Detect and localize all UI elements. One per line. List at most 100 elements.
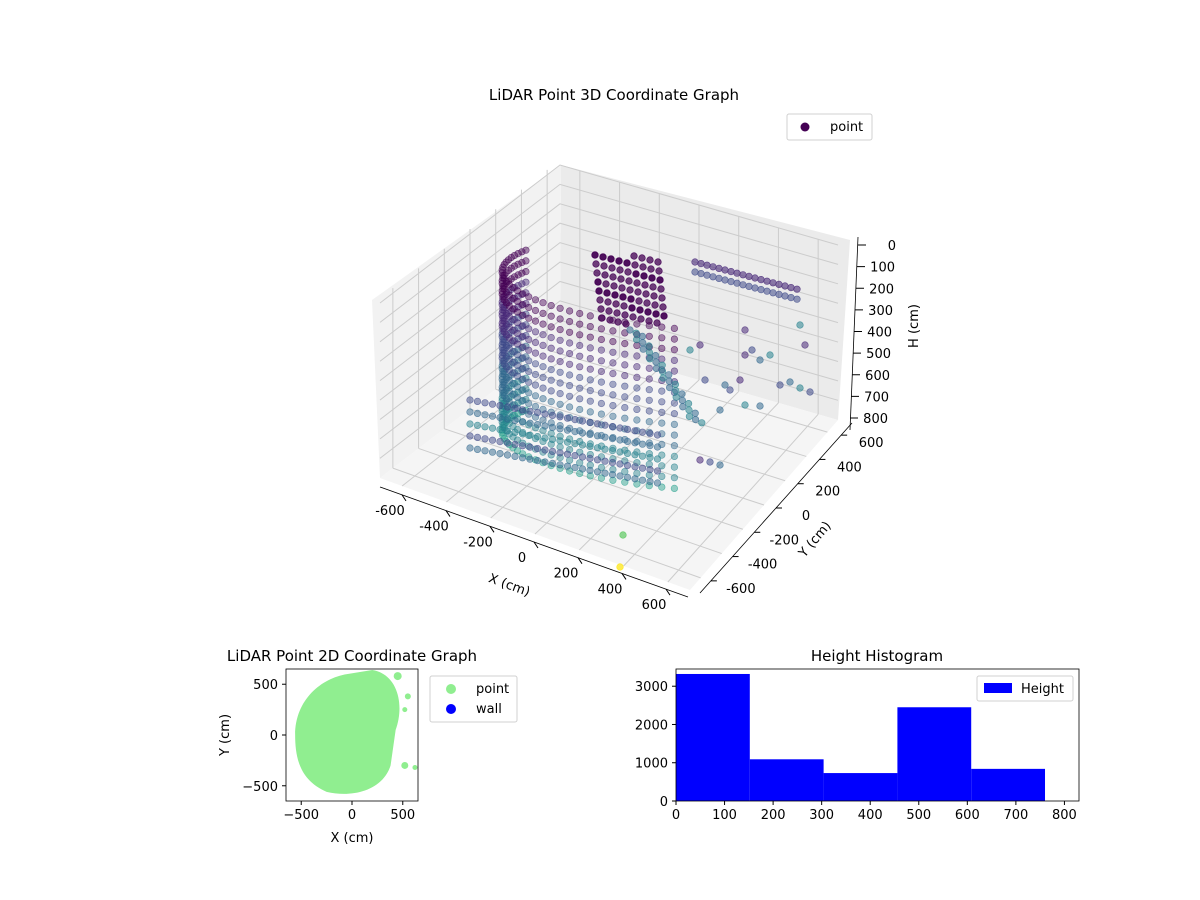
point-593: [563, 414, 572, 422]
point-820: [786, 378, 794, 386]
point-733: [636, 306, 644, 314]
point-753: [645, 342, 653, 350]
point-721: [612, 300, 620, 308]
grid-z-6: [379, 280, 839, 420]
point-557: [503, 451, 512, 459]
point-439: [609, 391, 617, 399]
point-575: [533, 433, 542, 441]
point-375: [565, 382, 574, 390]
histogram-bar-1: [749, 759, 824, 801]
point-408: [586, 397, 594, 405]
point-563: [518, 406, 527, 414]
point-307: [531, 328, 540, 336]
point-356: [556, 347, 564, 355]
point-569: [526, 419, 534, 427]
point-716: [637, 315, 645, 323]
point-736: [607, 255, 615, 263]
grid-y-0: [392, 467, 701, 579]
y-tick-label-hist-2: 2000: [635, 718, 668, 733]
point-628: [616, 424, 624, 432]
point-710: [625, 277, 633, 285]
point-824: [716, 406, 724, 414]
z-axis-label-3d: H (cm): [907, 304, 922, 348]
point-794: [739, 271, 747, 279]
grid-z-1: [379, 183, 839, 323]
point-273: [519, 300, 527, 309]
point-368: [565, 307, 574, 315]
point-357: [556, 358, 564, 366]
point-777: [698, 419, 706, 427]
point-523: [670, 442, 679, 450]
point-304: [531, 296, 540, 304]
point-838: [616, 563, 624, 571]
point-699: [638, 254, 646, 262]
point-790: [727, 268, 735, 276]
point-469: [633, 373, 641, 382]
point-402: [586, 333, 594, 341]
point-653: [653, 431, 662, 439]
point-818: [741, 351, 749, 359]
point-470: [633, 384, 641, 392]
point-337: [547, 312, 555, 320]
point-456: [621, 404, 629, 412]
point-257: [513, 297, 522, 306]
x-tick-label-hist-0: 0: [672, 808, 680, 823]
point-608: [586, 418, 594, 427]
point-451: [621, 350, 629, 358]
point-798: [751, 274, 759, 282]
point-520: [670, 410, 679, 418]
point-535: [473, 421, 482, 430]
point-644: [638, 440, 647, 448]
point-614: [593, 432, 602, 440]
point-370: [565, 328, 574, 336]
point-377: [565, 403, 574, 411]
x-tick-label-hist-6: 600: [955, 808, 980, 823]
point-827: [706, 458, 714, 466]
point-738: [611, 291, 619, 299]
point-685: [610, 282, 618, 290]
point-484: [645, 364, 653, 372]
point-34: [514, 271, 522, 279]
point-339: [547, 334, 555, 342]
legend-2d-marker-wall: [446, 704, 456, 714]
point-cloud-2d: [295, 670, 418, 794]
point-306: [531, 317, 540, 325]
point-624: [608, 435, 617, 443]
z-tick-label-3d-1: 100: [870, 261, 895, 276]
points-3d: [466, 246, 814, 571]
point-704: [613, 309, 621, 317]
x-tick-label-3d-2: -200: [463, 535, 493, 550]
x-tick-label-3d-3: 0: [518, 551, 526, 566]
point-537: [473, 445, 482, 454]
point-281: [519, 386, 527, 394]
point-538: [481, 399, 489, 407]
point-694: [593, 269, 601, 277]
point-438: [609, 380, 617, 388]
point-791: [727, 278, 735, 286]
point-420: [597, 357, 606, 365]
point-353: [556, 315, 564, 323]
point-741: [652, 310, 660, 318]
point-705: [650, 292, 658, 300]
point-683: [606, 316, 614, 324]
z-tick-label-3d-0: 0: [888, 239, 896, 254]
point-596: [563, 450, 572, 458]
histogram-bar-0: [676, 673, 750, 801]
point-340: [547, 344, 555, 352]
point-729: [628, 304, 636, 312]
point-341: [547, 355, 555, 363]
grid-z-2: [379, 203, 839, 343]
point-813: [793, 295, 801, 303]
point-320: [539, 299, 547, 307]
point-801: [757, 286, 765, 294]
point-309: [531, 349, 540, 357]
point-829: [686, 346, 694, 354]
point-611: [586, 454, 594, 463]
point-321: [539, 309, 547, 318]
point-548: [496, 402, 504, 410]
point-274: [519, 311, 527, 319]
y-tick-label-3d-4: 200: [815, 485, 840, 500]
point-678: [631, 261, 639, 269]
point-519: [670, 399, 679, 407]
point-712: [629, 313, 637, 321]
